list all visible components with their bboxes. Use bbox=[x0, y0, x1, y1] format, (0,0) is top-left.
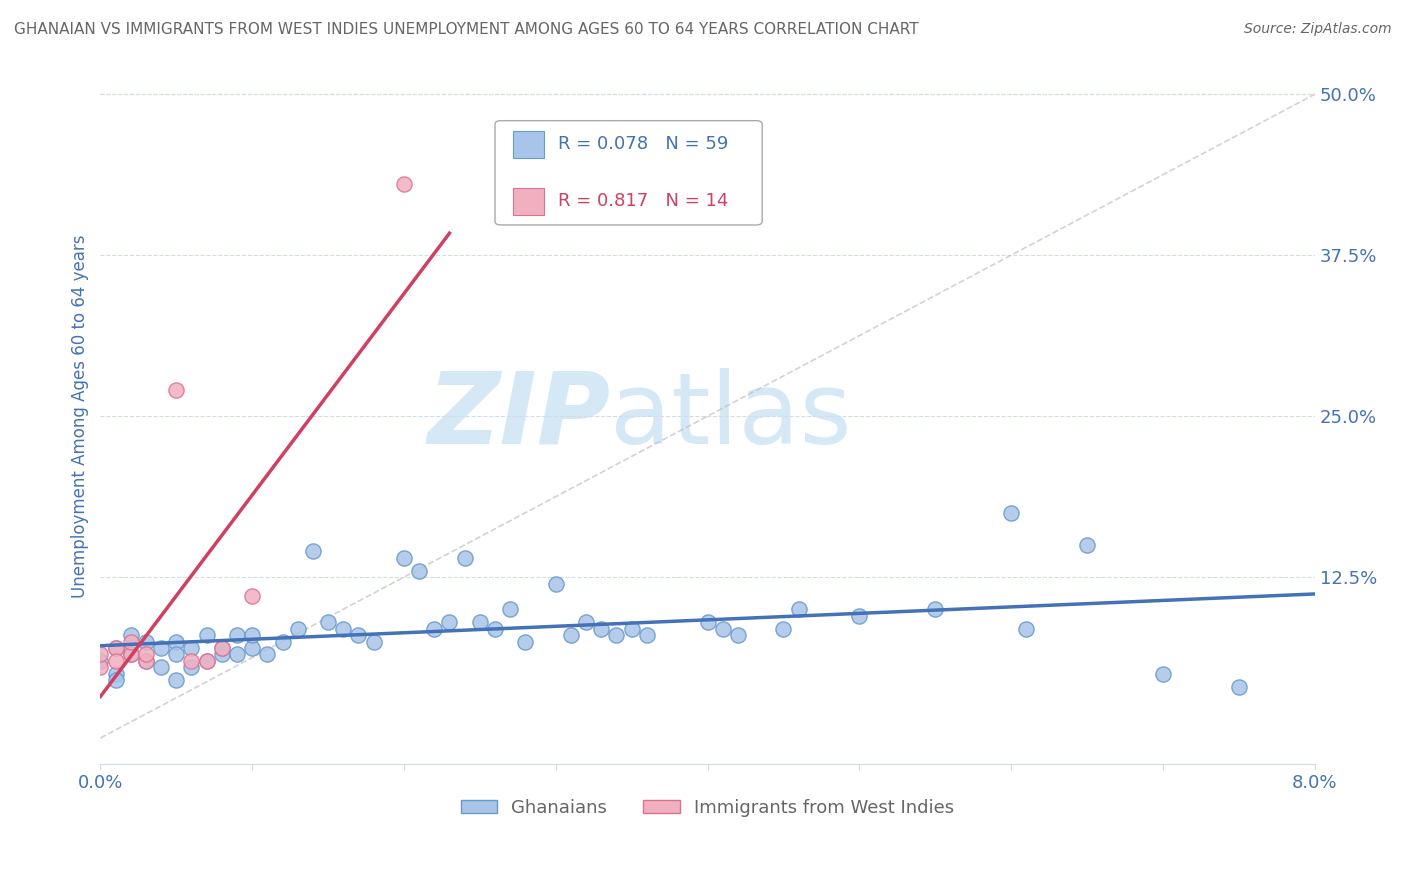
Point bbox=[924, 602, 946, 616]
Point bbox=[135, 634, 157, 648]
Point bbox=[256, 648, 278, 662]
FancyBboxPatch shape bbox=[513, 131, 544, 158]
Point bbox=[636, 628, 658, 642]
Point bbox=[104, 640, 127, 655]
Point bbox=[165, 384, 187, 398]
Point bbox=[1076, 538, 1098, 552]
Point bbox=[226, 648, 249, 662]
Point bbox=[89, 648, 111, 662]
Point bbox=[302, 544, 325, 558]
Point bbox=[211, 648, 233, 662]
Point bbox=[575, 615, 598, 630]
Text: ZIP: ZIP bbox=[427, 368, 610, 465]
Point bbox=[104, 654, 127, 668]
Point bbox=[195, 654, 218, 668]
Point bbox=[180, 654, 202, 668]
Point bbox=[363, 634, 385, 648]
Point bbox=[453, 550, 475, 565]
Point bbox=[104, 640, 127, 655]
Point bbox=[620, 622, 643, 636]
Point bbox=[1152, 666, 1174, 681]
Point bbox=[89, 654, 111, 668]
Point bbox=[120, 648, 142, 662]
Point bbox=[392, 178, 415, 192]
Point bbox=[150, 660, 173, 674]
Point bbox=[240, 640, 263, 655]
Text: R = 0.078   N = 59: R = 0.078 N = 59 bbox=[558, 136, 728, 153]
Point bbox=[468, 615, 491, 630]
Point bbox=[165, 673, 187, 687]
Point bbox=[165, 648, 187, 662]
Point bbox=[515, 634, 537, 648]
Point bbox=[347, 628, 370, 642]
Point bbox=[120, 648, 142, 662]
Point bbox=[150, 640, 173, 655]
Point bbox=[499, 602, 522, 616]
Point bbox=[332, 622, 354, 636]
Point bbox=[1000, 506, 1022, 520]
FancyBboxPatch shape bbox=[513, 188, 544, 215]
Point bbox=[484, 622, 506, 636]
Point bbox=[423, 622, 446, 636]
Point bbox=[1015, 622, 1038, 636]
Point bbox=[104, 666, 127, 681]
Point bbox=[180, 660, 202, 674]
Point bbox=[392, 550, 415, 565]
Point bbox=[1227, 680, 1250, 694]
Point bbox=[727, 628, 749, 642]
Point bbox=[408, 564, 430, 578]
Point bbox=[120, 634, 142, 648]
Point bbox=[195, 654, 218, 668]
Point bbox=[271, 634, 294, 648]
Point bbox=[560, 628, 582, 642]
Point bbox=[104, 673, 127, 687]
Point bbox=[180, 640, 202, 655]
Point bbox=[89, 660, 111, 674]
Point bbox=[439, 615, 461, 630]
Point bbox=[135, 654, 157, 668]
Point bbox=[772, 622, 794, 636]
Legend: Ghanaians, Immigrants from West Indies: Ghanaians, Immigrants from West Indies bbox=[454, 792, 962, 824]
Point bbox=[211, 640, 233, 655]
Point bbox=[848, 608, 870, 623]
Point bbox=[544, 576, 567, 591]
Text: atlas: atlas bbox=[610, 368, 852, 465]
Point bbox=[591, 622, 613, 636]
Point bbox=[120, 628, 142, 642]
Point bbox=[787, 602, 810, 616]
Point bbox=[240, 628, 263, 642]
Text: GHANAIAN VS IMMIGRANTS FROM WEST INDIES UNEMPLOYMENT AMONG AGES 60 TO 64 YEARS C: GHANAIAN VS IMMIGRANTS FROM WEST INDIES … bbox=[14, 22, 918, 37]
Point bbox=[711, 622, 734, 636]
Y-axis label: Unemployment Among Ages 60 to 64 years: Unemployment Among Ages 60 to 64 years bbox=[72, 235, 89, 598]
Point bbox=[287, 622, 309, 636]
Point bbox=[316, 615, 339, 630]
Point bbox=[226, 628, 249, 642]
FancyBboxPatch shape bbox=[495, 120, 762, 225]
Point bbox=[696, 615, 718, 630]
Point bbox=[135, 648, 157, 662]
Text: Source: ZipAtlas.com: Source: ZipAtlas.com bbox=[1244, 22, 1392, 37]
Point bbox=[240, 590, 263, 604]
Point bbox=[135, 654, 157, 668]
Point bbox=[605, 628, 627, 642]
Text: R = 0.817   N = 14: R = 0.817 N = 14 bbox=[558, 193, 728, 211]
Point bbox=[195, 628, 218, 642]
Point bbox=[211, 640, 233, 655]
Point bbox=[165, 634, 187, 648]
